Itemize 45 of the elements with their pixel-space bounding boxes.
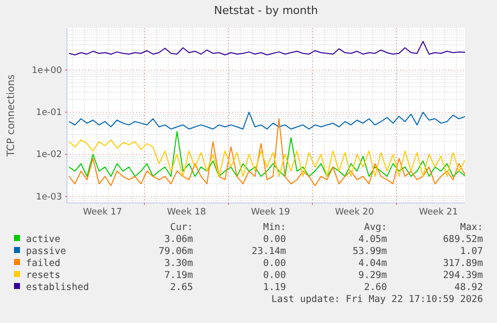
text: Max:	[460, 222, 483, 233]
text: 7.19m	[164, 270, 194, 281]
text: 317.89m	[442, 258, 484, 269]
y-tick-label: 1e-02	[36, 150, 62, 160]
text: 1.07	[460, 246, 483, 257]
x-tick-label: Week 21	[419, 207, 458, 218]
legend-label: failed	[26, 258, 60, 269]
text: 3.30m	[164, 258, 194, 269]
y-axis-title: TCP connections	[6, 74, 17, 158]
text: 53.99m	[352, 246, 388, 257]
y-tick-label: 1e+00	[32, 66, 62, 76]
chart-title: Netstat - by month	[214, 4, 318, 17]
legend-label: active	[26, 234, 61, 245]
y-tick-label: 1e-03	[36, 192, 62, 202]
text: 79.06m	[158, 246, 194, 257]
line-series	[68, 139, 466, 177]
x-tick-label: Week 20	[335, 207, 374, 218]
text: 4.05m	[358, 234, 388, 245]
text: 0.00	[263, 270, 286, 281]
text: 689.52m	[442, 234, 484, 245]
line-series	[68, 130, 466, 177]
line-series	[68, 40, 466, 56]
text: 0.00	[263, 258, 286, 269]
text: 9.29m	[358, 270, 388, 281]
text: 0.00	[263, 234, 286, 245]
text: 2.65	[170, 282, 193, 293]
x-tick-label: Week 19	[251, 207, 290, 218]
text: 294.39m	[442, 270, 484, 281]
text: 23.14m	[252, 246, 286, 257]
x-tick-label: Week 17	[83, 207, 122, 218]
legend-label: resets	[26, 270, 60, 281]
text: Min:	[263, 222, 286, 233]
text: Cur:	[170, 222, 193, 233]
text: 48.92	[454, 282, 483, 293]
text: 1.19	[263, 282, 286, 293]
y-tick-label: 1e-01	[36, 108, 62, 118]
text: 4.04m	[358, 258, 388, 269]
text: Avg:	[364, 222, 387, 233]
text: Last update: Fri May 22 17:10:59 2026	[271, 294, 484, 305]
legend-label: established	[26, 282, 89, 293]
x-tick-label: Week 18	[167, 207, 206, 218]
legend-label: passive	[26, 246, 66, 257]
text: 2.60	[364, 282, 388, 293]
text: 3.06m	[164, 234, 194, 245]
line-series	[68, 112, 466, 130]
